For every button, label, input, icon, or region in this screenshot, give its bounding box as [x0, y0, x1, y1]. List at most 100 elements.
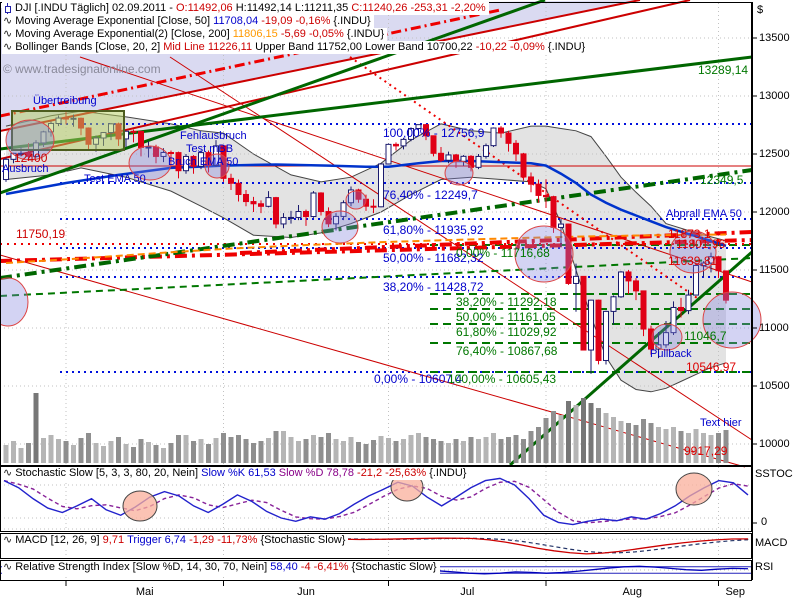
chart-annotation[interactable]: Abprall EMA 50: [666, 208, 742, 220]
header-text-segment: 9,71: [102, 534, 128, 546]
fib-green-level-label: 76,40% - 10867,68: [456, 344, 558, 358]
candle-body: [535, 183, 542, 196]
price-level-label: 10546,97: [686, 360, 737, 374]
ema50-header[interactable]: ∿ Moving Average Exponential [Close, 50] …: [2, 15, 374, 28]
month-label: Mai: [135, 586, 154, 598]
highlight-ellipse: [0, 277, 29, 327]
volume-bar: [26, 443, 31, 463]
candle-body: [678, 306, 684, 312]
volume-bar: [213, 438, 219, 463]
volume-bar: [566, 401, 571, 463]
volume-bar: [386, 438, 391, 463]
macd-panel-frame: [0, 533, 752, 559]
candle-body: [288, 216, 294, 219]
price-level-label: 11873,1: [668, 227, 711, 241]
volume-bar: [416, 433, 421, 463]
candle-body: [565, 223, 572, 284]
volume-bar: [573, 405, 579, 463]
volume-bar: [183, 435, 189, 463]
candle-body: [670, 306, 677, 334]
volume-bar: [341, 441, 346, 463]
stochastic-header[interactable]: ∿ Stochastic Slow [5, 3, 3, 80, 20, Nein]…: [2, 467, 470, 480]
rsi-header[interactable]: ∿ Relative Strength Index [Slow %D, 14, 3…: [2, 561, 440, 574]
candle-body: [708, 256, 714, 264]
candle-body: [580, 275, 587, 351]
volume-bar: [611, 417, 616, 463]
volume-bar: [723, 430, 729, 463]
volume-bar: [626, 423, 631, 463]
volume-bar: [596, 408, 601, 463]
chart-annotation[interactable]: Übertreibung: [33, 95, 97, 107]
candle-body: [498, 127, 504, 134]
chart-annotation[interactable]: Test EMA 50: [84, 173, 146, 185]
highlight-box: [11, 110, 125, 151]
volume-bar: [333, 439, 339, 463]
stochastic-panel-label: SSTOC: [755, 468, 793, 480]
volume-bar: [708, 435, 714, 463]
volume-bar: [311, 435, 316, 463]
volume-bar: [251, 443, 256, 463]
price-axis-tick-label: 13000: [759, 90, 790, 102]
volume-bar: [581, 398, 586, 463]
candle-body: [25, 152, 32, 157]
volume-bar: [86, 433, 91, 463]
fib-blue-level-label: 61,80% - 11935,92: [383, 223, 484, 237]
highlight-ellipse: [321, 210, 359, 244]
volume-bar: [41, 438, 46, 463]
chart-annotation[interactable]: Test mBB: [186, 143, 234, 155]
candle-body: [190, 155, 197, 167]
month-label: Sep: [725, 586, 746, 598]
macd-panel-label: MACD: [755, 537, 788, 549]
candle-body: [663, 332, 669, 346]
indicator-wave-icon: ∿: [3, 41, 13, 53]
volume-bar: [161, 448, 166, 463]
volume-bar: [671, 427, 676, 463]
chart-annotation[interactable]: Fehlausbruch: [180, 130, 247, 142]
volume-bar: [63, 441, 69, 463]
header-text-segment: Mid Line 11226,11: [163, 41, 256, 53]
volume-bar: [641, 419, 646, 463]
header-text-segment: -10,22 -0,09%: [475, 41, 548, 53]
fib-green-level-label: 50,00% - 11161,05: [456, 310, 556, 324]
candle-body: [460, 155, 467, 162]
volume-bar: [131, 447, 136, 463]
month-label: Jun: [297, 586, 315, 598]
header-text-segment: 11708,04: [213, 15, 262, 27]
header-text-segment: {Stochastic Slow}: [260, 534, 346, 546]
trendline: [349, 56, 701, 301]
candle-body: [573, 275, 579, 284]
volume-bar: [521, 439, 526, 463]
fib-green-level-label: 0,00% - 11716,68: [456, 246, 550, 260]
trendline: [0, 168, 753, 280]
volume-bar: [528, 431, 534, 463]
candle-body: [168, 151, 174, 154]
trendline: [0, 257, 753, 297]
candle-body: [258, 203, 264, 207]
candle-body: [700, 262, 707, 266]
candle-body: [513, 142, 519, 155]
volume-bar: [558, 415, 564, 463]
macd-header[interactable]: ∿ MACD [12, 26, 9] 9,71 Trigger 6,74 -1,2…: [2, 534, 349, 547]
indicator-wave-icon: ∿: [3, 467, 13, 479]
chart-annotation[interactable]: Bruch EMA 50: [168, 156, 239, 168]
candle-body: [610, 296, 617, 312]
main-instrument-header[interactable]: DJI [.INDU Täglich] 02.09.2011 - O:11492…: [2, 2, 489, 15]
chart-annotation[interactable]: Ausbruch: [2, 163, 49, 175]
volume-bar: [48, 435, 54, 463]
chart-annotation[interactable]: Text hier: [700, 417, 742, 429]
chart-annotation[interactable]: Pullback: [650, 348, 692, 360]
stochastic-highlight-circle: [122, 490, 158, 522]
trendline: [0, 0, 546, 195]
indicator-wave-icon: ∿: [3, 534, 13, 546]
volume-bar: [693, 429, 699, 463]
fib-green-level-label: 38,20% - 11292,18: [456, 295, 557, 309]
candle-body: [723, 270, 729, 301]
volume-bar: [168, 443, 174, 463]
bollinger-header[interactable]: ∿ Bollinger Bands [Close, 20, 2] Mid Line…: [2, 41, 589, 54]
volume-bar: [266, 438, 271, 463]
price-level-label: 13289,14: [698, 63, 749, 77]
ema200-header[interactable]: ∿ Moving Average Exponential(2) [Close, 2…: [2, 28, 388, 41]
highlight-ellipse: [514, 225, 574, 283]
